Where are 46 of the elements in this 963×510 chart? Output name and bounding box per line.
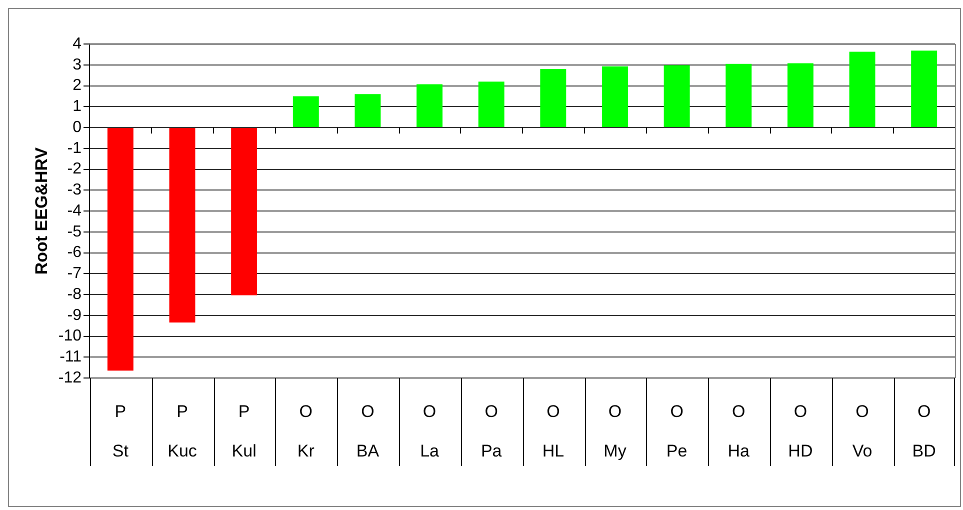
y-tick-label: -7 xyxy=(67,265,82,282)
bar xyxy=(664,65,690,128)
category-label: O My xyxy=(604,402,626,461)
y-tick-label: 2 xyxy=(72,77,82,94)
bar xyxy=(416,84,443,128)
y-axis-title: Root EEG&HRV xyxy=(32,146,51,275)
bar xyxy=(107,128,134,371)
bar xyxy=(787,63,814,128)
bar xyxy=(540,69,566,128)
category-label: O BA xyxy=(356,402,380,461)
category-label: O HL xyxy=(542,402,564,461)
category-label: O Pe xyxy=(666,402,688,461)
bar xyxy=(911,50,938,128)
y-tick-label: 1 xyxy=(72,98,82,116)
bar xyxy=(726,64,752,128)
y-tick-label: 3 xyxy=(72,56,82,74)
y-tick-label: -2 xyxy=(67,160,82,178)
y-tick-label: -10 xyxy=(58,328,82,345)
bar xyxy=(849,52,876,128)
bar xyxy=(292,96,319,128)
y-tick-label: -5 xyxy=(67,223,82,240)
bar xyxy=(354,94,381,128)
y-tick-label: -3 xyxy=(67,182,82,199)
category-label: P St xyxy=(112,402,128,461)
category-label: P Kuc xyxy=(168,402,197,461)
category-label: O La xyxy=(420,402,439,461)
category-label: P Kul xyxy=(232,402,256,461)
bar xyxy=(169,128,196,323)
y-tick-label: -12 xyxy=(58,370,82,387)
category-label: O Vo xyxy=(852,402,872,461)
y-tick-label: -9 xyxy=(67,306,82,324)
category-label: O HD xyxy=(788,402,813,461)
bar xyxy=(602,66,628,128)
y-tick-label: -1 xyxy=(67,140,82,157)
y-tick-label: 0 xyxy=(72,118,82,136)
category-label: O BD xyxy=(912,402,936,461)
category-label: O Ha xyxy=(728,402,750,461)
y-tick-label: 4 xyxy=(72,35,82,52)
y-tick-label: -6 xyxy=(67,244,82,262)
y-tick-label: -4 xyxy=(67,202,82,220)
y-tick-label: -8 xyxy=(67,286,82,303)
bar xyxy=(231,128,258,296)
category-label: O Kr xyxy=(297,402,314,461)
bar xyxy=(478,82,504,128)
category-label: O Pa xyxy=(480,402,502,461)
y-tick-label: -11 xyxy=(60,348,82,366)
